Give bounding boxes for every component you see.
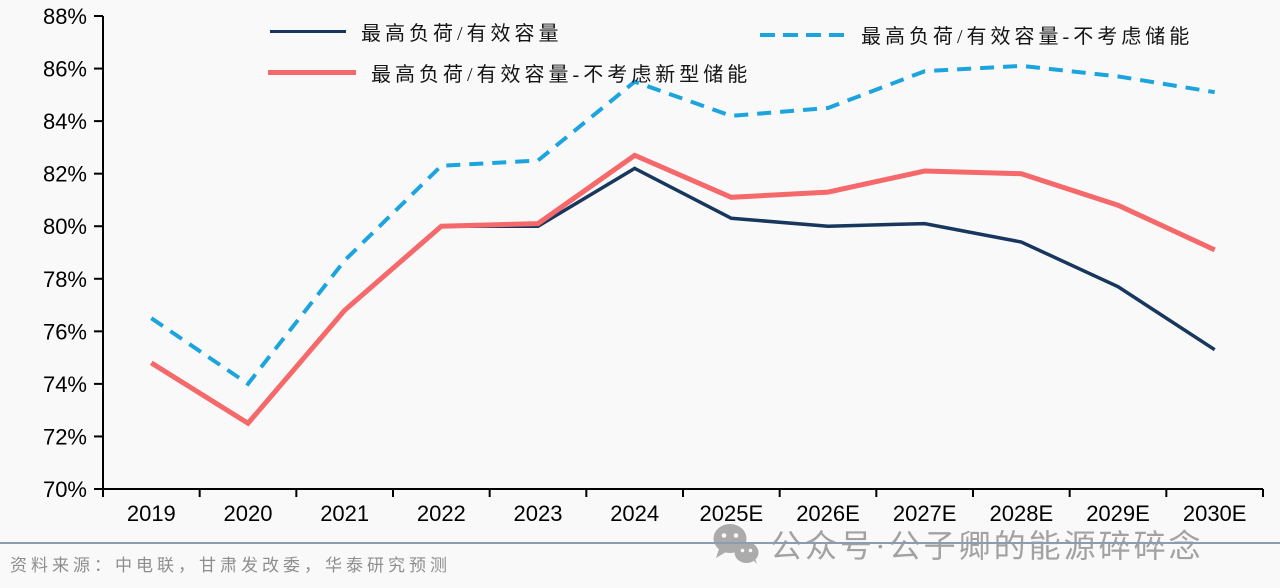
y-tick-label: 82%	[43, 162, 87, 187]
x-tick-label: 2026E	[796, 501, 860, 526]
y-tick-label: 78%	[43, 267, 87, 292]
y-tick-label: 88%	[43, 4, 87, 29]
wechat-icon	[713, 524, 759, 564]
legend-item-peak-load: 最高负荷/有效容量	[270, 17, 563, 46]
x-tick-label: 2024	[610, 501, 659, 526]
x-tick-label: 2029E	[1086, 501, 1150, 526]
source-note: 资料来源：中电联，甘肃发改委，华泰研究预测	[10, 556, 451, 575]
x-tick-label: 2021	[320, 501, 369, 526]
legend-line-swatch-red	[268, 70, 356, 75]
watermark-text: 公众号·公子卿的能源碎碎念	[770, 528, 1204, 564]
y-tick-label: 76%	[43, 319, 87, 344]
legend-label: 最高负荷/有效容量-不考虑新型储能	[371, 64, 752, 86]
y-tick-label: 72%	[43, 424, 87, 449]
legend-label: 最高负荷/有效容量-不考虑储能	[861, 26, 1194, 48]
x-tick-label: 2030E	[1183, 501, 1247, 526]
x-tick-label: 2023	[514, 501, 563, 526]
x-tick-label: 2019	[127, 501, 176, 526]
x-tick-label: 2028E	[990, 501, 1054, 526]
y-tick-label: 74%	[43, 372, 87, 397]
y-tick-label: 86%	[43, 57, 87, 82]
y-tick-label: 84%	[43, 109, 87, 134]
series-line-2	[150, 63, 1216, 387]
legend-item-no-storage: 最高负荷/有效容量-不考虑储能	[760, 20, 1193, 49]
x-tick-label: 2027E	[893, 501, 957, 526]
x-tick-label: 2022	[417, 501, 466, 526]
watermark: 公众号·公子卿的能源碎碎念	[712, 521, 1204, 567]
footer-divider	[0, 542, 1280, 544]
series-line-1	[149, 152, 1216, 427]
legend-item-no-new-storage: 最高负荷/有效容量-不考虑新型储能	[268, 58, 751, 87]
legend-line-swatch-navy	[270, 30, 346, 33]
series-line-0	[441, 166, 1216, 352]
y-tick-label: 70%	[43, 477, 87, 502]
x-tick-label: 2020	[224, 501, 273, 526]
legend-line-swatch-blue-dashed	[760, 32, 846, 37]
legend-label: 最高负荷/有效容量	[361, 23, 563, 45]
y-tick-label: 80%	[43, 214, 87, 239]
x-tick-label: 2025E	[700, 501, 764, 526]
